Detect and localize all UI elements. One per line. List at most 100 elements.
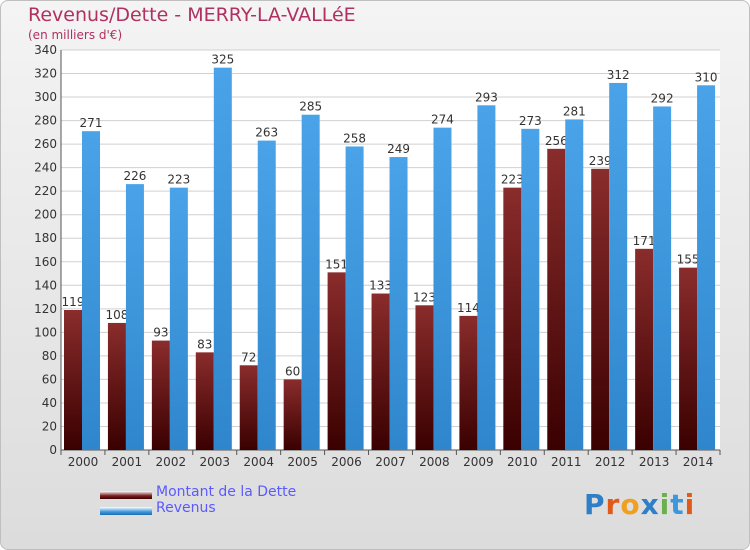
x-tick-label: 2001 [112, 455, 143, 469]
bar-dette [635, 248, 654, 450]
bar-revenus [697, 85, 716, 450]
y-tick-label: 240 [34, 161, 57, 175]
bar-revenus [565, 119, 584, 450]
y-tick-label: 0 [49, 443, 57, 457]
proxiti-logo: Proxiti [584, 488, 696, 521]
data-label-revenus: 285 [299, 100, 322, 114]
y-tick-label: 320 [34, 67, 57, 81]
y-tick-label: 140 [34, 278, 57, 292]
data-label-dette: 151 [325, 257, 348, 271]
data-label-revenus: 325 [211, 53, 234, 67]
data-label-dette: 133 [369, 279, 392, 293]
data-label-dette: 93 [153, 326, 168, 340]
data-label-dette: 123 [413, 290, 436, 304]
data-label-dette: 60 [285, 364, 300, 378]
data-label-revenus: 274 [431, 113, 454, 127]
bar-dette [591, 168, 610, 450]
bar-dette [503, 187, 522, 450]
y-tick-label: 200 [34, 208, 57, 222]
data-label-revenus: 273 [519, 114, 542, 128]
data-label-revenus: 263 [255, 126, 278, 140]
bar-dette [283, 379, 302, 450]
data-label-revenus: 293 [475, 90, 498, 104]
y-tick-label: 220 [34, 184, 57, 198]
y-tick-label: 120 [34, 302, 57, 316]
y-tick-label: 40 [42, 396, 57, 410]
chart-subtitle: (en milliers d'€) [28, 28, 123, 42]
data-label-revenus: 312 [607, 68, 630, 82]
bar-revenus [257, 140, 276, 450]
data-label-dette: 83 [197, 337, 212, 351]
data-label-revenus: 292 [651, 91, 674, 105]
chart-title: Revenus/Dette - MERRY-LA-VALLéE [28, 4, 356, 26]
y-tick-label: 260 [34, 137, 57, 151]
x-tick-label: 2011 [551, 455, 582, 469]
data-label-dette: 223 [501, 173, 524, 187]
bar-revenus [389, 157, 408, 450]
legend-swatch-dette [100, 491, 152, 499]
bar-revenus [521, 128, 540, 450]
x-tick-label: 2010 [507, 455, 538, 469]
bar-revenus [301, 114, 320, 451]
y-tick-label: 340 [34, 43, 57, 57]
x-tick-label: 2012 [595, 455, 626, 469]
bar-revenus [213, 67, 232, 450]
data-label-dette: 239 [589, 154, 612, 168]
x-tick-label: 2014 [683, 455, 714, 469]
bar-dette [327, 272, 346, 450]
data-label-revenus: 226 [123, 169, 146, 183]
bar-revenus [433, 127, 452, 450]
y-tick-label: 60 [42, 372, 57, 386]
x-tick-label: 2002 [156, 455, 187, 469]
data-label-revenus: 223 [167, 173, 190, 187]
bar-revenus [169, 187, 188, 450]
bar-revenus [125, 184, 144, 450]
y-tick-label: 80 [42, 349, 57, 363]
bar-revenus [653, 106, 672, 451]
y-tick-label: 100 [34, 325, 57, 339]
x-tick-label: 2003 [199, 455, 230, 469]
data-label-dette: 256 [545, 134, 568, 148]
data-label-dette: 119 [62, 295, 85, 309]
bar-revenus [477, 105, 496, 450]
x-tick-label: 2009 [463, 455, 494, 469]
bar-dette [371, 293, 390, 450]
legend-swatch-revenus [100, 507, 152, 515]
y-tick-label: 20 [42, 419, 57, 433]
bar-dette [547, 148, 566, 450]
bar-dette [151, 340, 170, 450]
y-tick-label: 160 [34, 255, 57, 269]
bar-dette [239, 365, 258, 450]
y-tick-label: 280 [34, 114, 57, 128]
data-label-dette: 171 [633, 234, 656, 248]
bar-dette [64, 310, 82, 450]
x-tick-label: 2005 [287, 455, 318, 469]
data-label-revenus: 281 [563, 104, 586, 118]
x-tick-label: 2013 [639, 455, 670, 469]
bar-dette [459, 315, 478, 450]
data-label-dette: 72 [241, 350, 256, 364]
bar-dette [679, 267, 698, 450]
bar-revenus [345, 146, 364, 450]
bar-dette [107, 322, 126, 450]
x-tick-label: 2008 [419, 455, 450, 469]
x-tick-label: 2004 [243, 455, 274, 469]
data-label-dette: 155 [677, 253, 700, 267]
legend-label-dette: Montant de la Dette [156, 484, 297, 500]
x-tick-label: 2006 [331, 455, 362, 469]
bar-revenus [609, 82, 628, 451]
data-label-dette: 114 [457, 301, 480, 315]
legend-label-revenus: Revenus [156, 500, 216, 516]
x-tick-label: 2000 [68, 455, 99, 469]
y-tick-label: 300 [34, 90, 57, 104]
x-tick-label: 2007 [375, 455, 406, 469]
bar-dette [415, 305, 434, 450]
data-label-revenus: 249 [387, 142, 410, 156]
data-label-dette: 108 [105, 308, 128, 322]
bar-revenus [82, 131, 100, 451]
data-label-revenus: 271 [80, 116, 103, 130]
y-tick-label: 180 [34, 231, 57, 245]
data-label-revenus: 310 [695, 70, 718, 84]
bar-dette [195, 352, 214, 450]
